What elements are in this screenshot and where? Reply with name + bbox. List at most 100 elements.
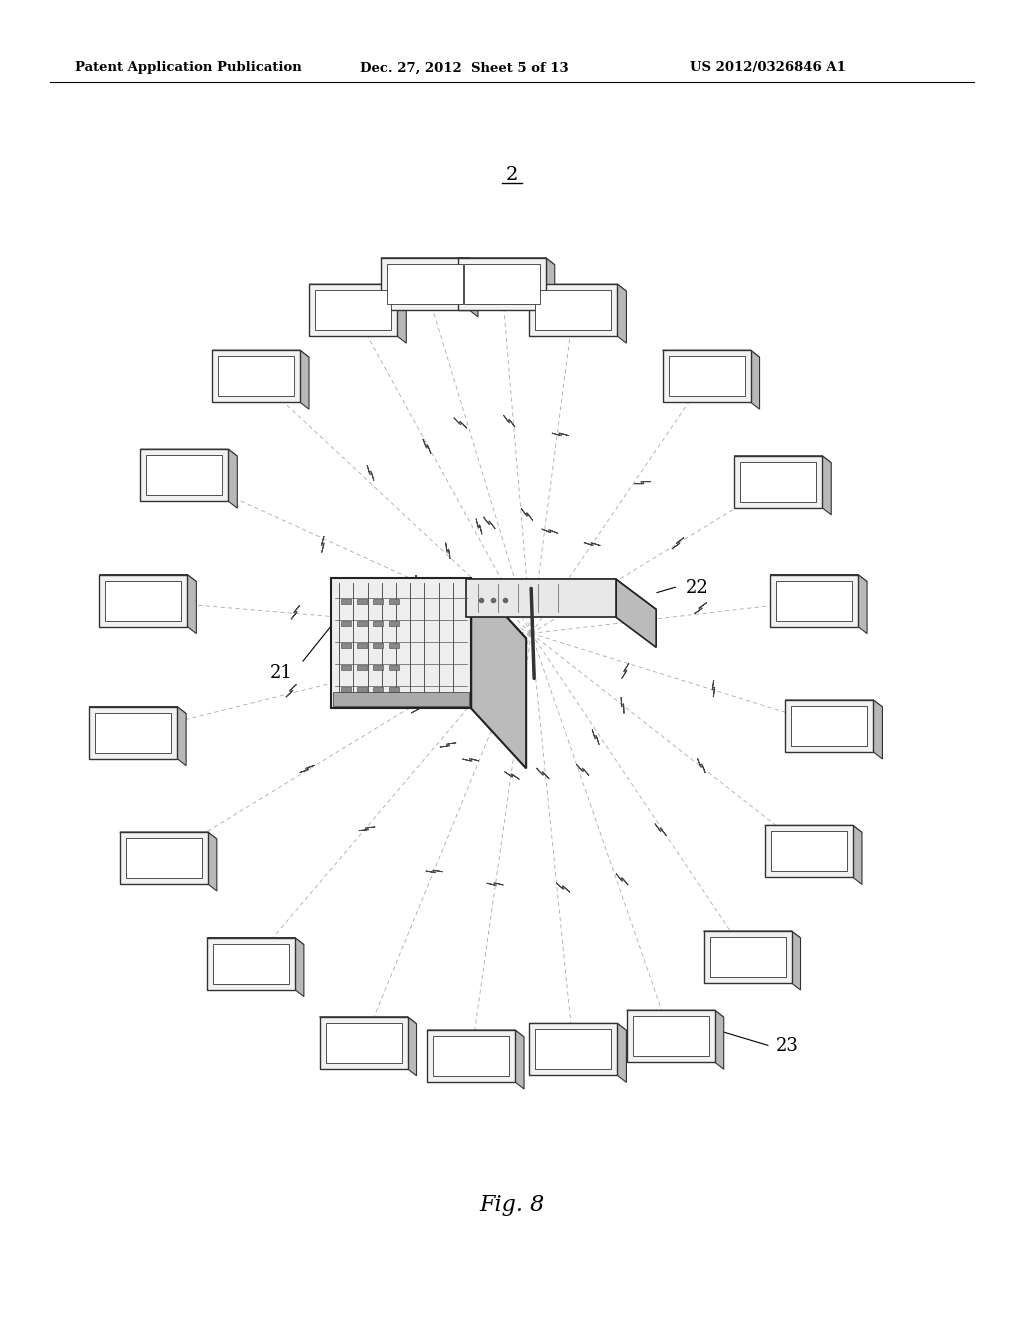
Text: 23: 23 [776,1038,799,1055]
Polygon shape [393,655,404,668]
Polygon shape [381,257,469,310]
Polygon shape [599,585,615,591]
Polygon shape [715,1010,724,1069]
Polygon shape [397,284,407,343]
Polygon shape [663,350,760,358]
Polygon shape [341,643,351,648]
Text: Patent Application Publication: Patent Application Publication [75,62,302,74]
Polygon shape [458,257,546,310]
Polygon shape [300,766,314,772]
Polygon shape [633,1016,709,1056]
Polygon shape [140,449,228,502]
Polygon shape [389,688,399,693]
Polygon shape [373,665,383,671]
Polygon shape [409,614,420,627]
Polygon shape [309,284,407,292]
Polygon shape [672,537,684,549]
Polygon shape [627,1010,715,1063]
Polygon shape [427,1030,515,1082]
Polygon shape [368,465,374,480]
Polygon shape [592,730,599,744]
Polygon shape [373,599,383,605]
Polygon shape [300,350,309,409]
Polygon shape [381,257,478,265]
Polygon shape [358,828,375,830]
Polygon shape [140,449,238,457]
Polygon shape [469,257,478,317]
Polygon shape [483,517,496,529]
Polygon shape [120,832,217,840]
Polygon shape [357,665,368,671]
Polygon shape [537,768,549,779]
Polygon shape [694,603,707,614]
Polygon shape [529,1023,617,1076]
Polygon shape [126,838,202,878]
Polygon shape [822,455,831,515]
Polygon shape [295,937,304,997]
Polygon shape [326,1023,401,1063]
Text: Fig. 8: Fig. 8 [479,1195,545,1216]
Polygon shape [373,622,383,627]
Polygon shape [529,1023,627,1031]
Polygon shape [228,449,238,508]
Polygon shape [411,704,425,713]
Polygon shape [776,581,852,620]
Polygon shape [357,688,368,693]
Polygon shape [634,482,650,483]
Polygon shape [426,870,442,873]
Polygon shape [458,257,555,265]
Polygon shape [536,1030,611,1069]
Polygon shape [486,883,504,886]
Polygon shape [466,579,656,610]
Polygon shape [505,772,519,779]
Polygon shape [207,937,295,990]
Polygon shape [315,290,391,330]
Polygon shape [655,824,667,836]
Polygon shape [515,1030,524,1089]
Polygon shape [291,605,300,619]
Polygon shape [622,697,624,714]
Polygon shape [427,1030,524,1038]
Text: 22: 22 [686,579,709,598]
Polygon shape [357,599,368,605]
Polygon shape [740,462,816,502]
Polygon shape [770,574,858,627]
Polygon shape [627,1010,724,1018]
Polygon shape [341,622,351,627]
Polygon shape [105,581,181,620]
Polygon shape [765,825,862,833]
Polygon shape [440,743,456,747]
Polygon shape [529,284,627,292]
Polygon shape [542,529,558,533]
Polygon shape [433,1036,509,1076]
Polygon shape [445,543,450,558]
Polygon shape [552,433,568,436]
Polygon shape [771,832,847,871]
Polygon shape [770,574,867,582]
Polygon shape [765,825,853,878]
Polygon shape [792,706,867,746]
Polygon shape [207,937,304,945]
Polygon shape [536,290,611,330]
Polygon shape [218,356,294,396]
Polygon shape [341,688,351,693]
Polygon shape [146,455,222,495]
Text: 2: 2 [506,166,518,183]
Polygon shape [873,700,883,759]
Polygon shape [476,519,482,535]
Polygon shape [208,832,217,891]
Polygon shape [751,350,760,409]
Polygon shape [785,700,883,708]
Polygon shape [703,931,801,939]
Text: US 2012/0326846 A1: US 2012/0326846 A1 [690,62,846,74]
Polygon shape [712,680,715,697]
Polygon shape [464,264,540,304]
Polygon shape [521,508,532,520]
Polygon shape [423,440,431,454]
Polygon shape [341,665,351,671]
Polygon shape [616,579,656,647]
Polygon shape [373,643,383,648]
Polygon shape [319,1016,408,1069]
Polygon shape [853,825,862,884]
Polygon shape [99,574,197,582]
